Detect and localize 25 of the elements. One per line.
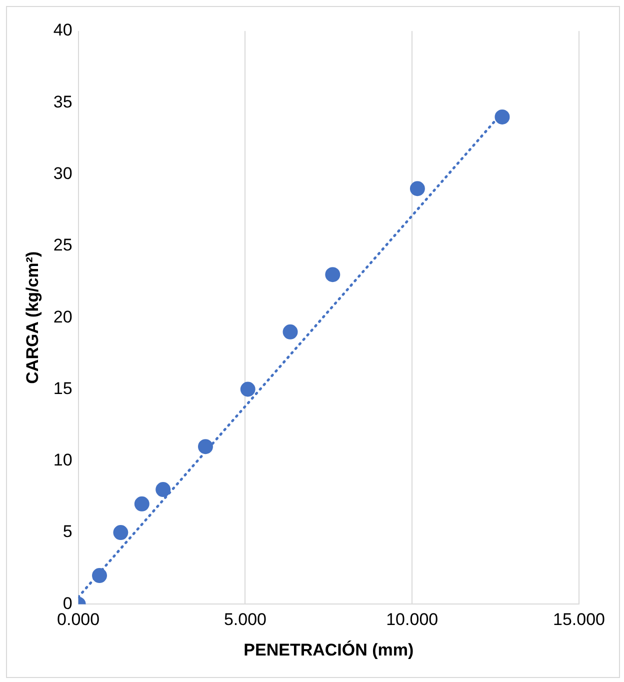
point bbox=[325, 267, 340, 282]
x-tick-label: 10.000 bbox=[386, 610, 438, 630]
y-tick-label: 15 bbox=[53, 378, 72, 398]
point bbox=[156, 482, 171, 498]
y-tick-label: 20 bbox=[53, 307, 72, 326]
point bbox=[198, 439, 213, 454]
y-tick-label: 35 bbox=[53, 92, 72, 112]
point bbox=[494, 109, 510, 124]
point bbox=[92, 568, 108, 584]
point bbox=[282, 324, 298, 340]
y-axis-title: CARGA (kg/cm²) bbox=[22, 251, 42, 384]
y-tick-label: 30 bbox=[53, 164, 72, 183]
x-axis-title: PENETRACIÓN (mm) bbox=[244, 639, 414, 660]
x-tick-label: 5.000 bbox=[224, 610, 266, 630]
y-tick-label: 5 bbox=[62, 522, 72, 542]
point bbox=[113, 525, 128, 540]
x-tick-label: 15.000 bbox=[553, 610, 605, 630]
point bbox=[240, 382, 256, 397]
x-tick-label: 0.000 bbox=[57, 610, 100, 630]
y-tick-label: 25 bbox=[53, 236, 72, 255]
point bbox=[410, 181, 425, 196]
y-tick-label: 40 bbox=[53, 20, 72, 40]
y-tick-label: 0 bbox=[62, 594, 72, 613]
point bbox=[134, 496, 150, 512]
y-tick-label: 10 bbox=[53, 450, 72, 470]
